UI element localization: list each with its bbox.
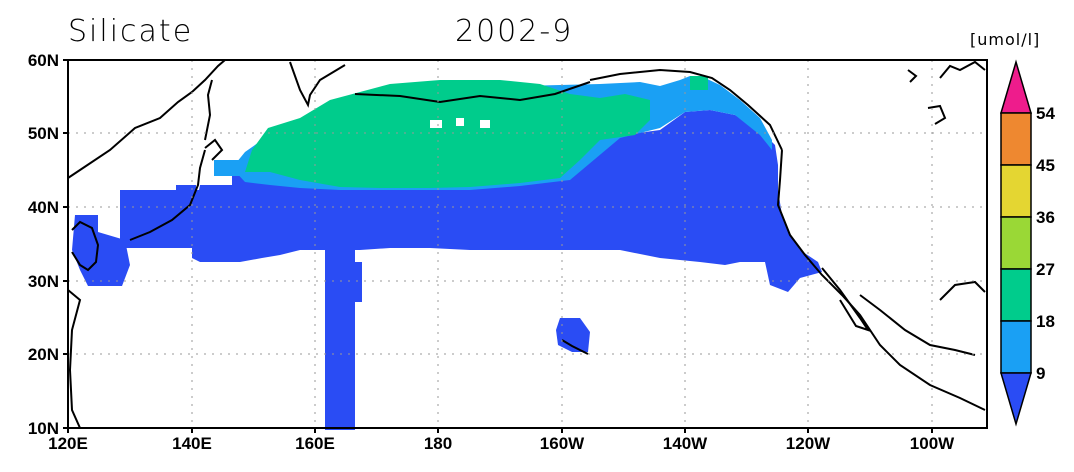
na-west-coast xyxy=(776,149,986,411)
hudson-coast xyxy=(939,60,986,79)
cb-label-9: 9 xyxy=(1036,364,1045,383)
cb-label-18: 18 xyxy=(1036,312,1055,331)
variable-title: Silicate xyxy=(68,14,194,49)
axis-ticks xyxy=(63,59,933,433)
map-frame xyxy=(67,59,988,429)
colorbar-seg-45-54 xyxy=(1000,112,1032,166)
lake-1 xyxy=(907,69,918,83)
lon-label-140E: 140E xyxy=(172,434,212,453)
lake-2 xyxy=(927,104,947,125)
kamchatka xyxy=(289,61,346,108)
coastlines xyxy=(67,59,986,429)
japan-honshu xyxy=(129,149,206,241)
lon-label-160E: 160E xyxy=(295,434,335,453)
hawaii-islands xyxy=(561,339,589,355)
lat-label-60N: 60N xyxy=(28,51,59,70)
band-18-27 xyxy=(245,76,708,188)
gulf-mexico xyxy=(939,280,986,301)
lon-labels: 120E 140E 160E 180 160W 140W 120W 100W xyxy=(48,434,955,453)
date-title: 2002-9 xyxy=(455,14,574,49)
green-region xyxy=(245,80,650,188)
lat-label-50N: 50N xyxy=(28,124,59,143)
aleutians xyxy=(354,81,591,104)
cb-label-54: 54 xyxy=(1036,104,1055,123)
gap-2 xyxy=(456,118,464,126)
meridional-strip-bump xyxy=(348,262,362,302)
lon-label-120E: 120E xyxy=(48,434,88,453)
cb-label-36: 36 xyxy=(1036,208,1055,227)
colorbar-seg-9-18 xyxy=(1000,320,1032,374)
lat-labels: 10N 20N 30N 40N 50N 60N xyxy=(28,51,59,438)
lon-label-140W: 140W xyxy=(663,434,708,453)
cb-label-27: 27 xyxy=(1036,260,1055,279)
japan-hokkaido xyxy=(204,138,224,161)
island-gaps xyxy=(430,118,490,128)
gap-3 xyxy=(480,120,490,128)
gridlines xyxy=(68,60,987,428)
units-label: [umol/l] xyxy=(970,30,1041,49)
korea-coast xyxy=(71,220,100,272)
colorbar-seg-27-36 xyxy=(1000,216,1032,270)
alaska-coast xyxy=(589,68,783,151)
colorbar-seg-36-45 xyxy=(1000,164,1032,218)
colorbar-bottom-arrow xyxy=(999,372,1033,427)
lat-label-20N: 20N xyxy=(28,345,59,364)
lon-label-180: 180 xyxy=(424,434,452,453)
cb-label-45: 45 xyxy=(1036,156,1055,175)
baja xyxy=(821,267,871,332)
lon-label-100W: 100W xyxy=(910,434,955,453)
lon-label-120W: 120W xyxy=(786,434,831,453)
lat-label-40N: 40N xyxy=(28,198,59,217)
asia-coast xyxy=(67,59,226,179)
colorbar xyxy=(999,59,1033,427)
hawaii-block xyxy=(556,318,590,352)
colorbar-labels: 54 45 36 27 18 9 xyxy=(1036,104,1055,383)
lon-label-160W: 160W xyxy=(540,434,585,453)
colorbar-seg-18-27 xyxy=(1000,268,1032,322)
colorbar-top-arrow xyxy=(999,59,1033,114)
lb-fringe xyxy=(214,160,244,176)
silicate-field xyxy=(72,76,822,430)
lat-label-10N: 10N xyxy=(28,419,59,438)
lat-label-30N: 30N xyxy=(28,272,59,291)
mexico-coast xyxy=(859,294,976,356)
gap-1 xyxy=(430,120,442,128)
green-nw-block xyxy=(690,76,708,90)
sakhalin xyxy=(204,79,213,141)
china-coast xyxy=(67,289,82,429)
